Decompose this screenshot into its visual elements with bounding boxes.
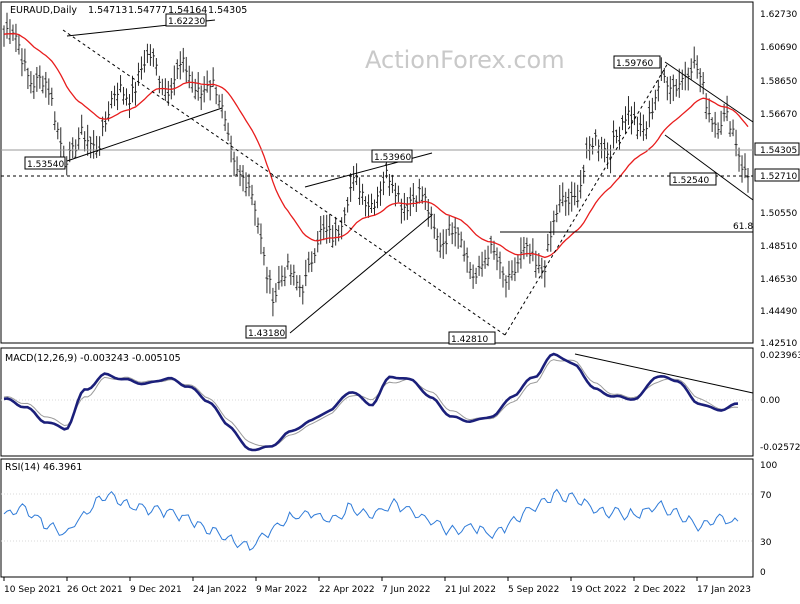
rsi-tick-70: 70: [760, 491, 772, 501]
label-1-53540: 1.53540: [24, 156, 66, 170]
label-1-42810: 1.42810: [448, 331, 496, 345]
svg-text:1.62230: 1.62230: [168, 17, 205, 27]
label-1-43180: 1.43180: [245, 325, 287, 339]
ohlc-high: 1.54777: [128, 5, 167, 16]
y-tick-support: 1.52710: [760, 172, 797, 182]
x-tick-label: 10 Sep 2021: [4, 585, 61, 595]
macd-signal-line: [3, 359, 739, 447]
trendline-top-2023: [664, 61, 754, 123]
svg-text:1.53540: 1.53540: [27, 160, 64, 170]
support-price-tag: [754, 168, 800, 182]
y-tick-11: 1.42510: [760, 339, 797, 349]
x-tick-label: 9 Mar 2022: [256, 585, 307, 595]
svg-text:1.52540: 1.52540: [672, 176, 709, 186]
svg-text:1.59760: 1.59760: [616, 59, 653, 69]
y-tick-2: 1.60690: [760, 43, 797, 53]
price-title: EURAUD,Daily: [10, 5, 77, 16]
macd-panel: MACD(12,26,9) -0.003243 -0.005105 0.0239…: [0, 347, 800, 457]
watermark: ActionForex.com: [365, 46, 565, 74]
x-tick-label: 22 Apr 2022: [319, 585, 375, 595]
x-axis: 10 Sep 2021 26 Oct 2021 9 Dec 2021 24 Jan 2…: [3, 577, 751, 595]
rsi-panel: RSI(14) 46.3961 100 70 30 0: [0, 458, 777, 578]
macd-tick-top: 0.023963: [760, 351, 800, 361]
trendline-bottom-2023: [664, 134, 754, 201]
rsi-line: [3, 488, 739, 551]
fib-label: 61.8: [733, 222, 753, 232]
rsi-tick-0: 0: [760, 568, 766, 578]
x-tick-label: 19 Oct 2022: [571, 585, 627, 595]
x-tick-label: 5 Sep 2022: [508, 585, 559, 595]
rsi-tick-100: 100: [760, 461, 777, 471]
label-1-59760: 1.59760: [613, 55, 661, 69]
x-tick-label: 24 Jan 2022: [193, 585, 247, 595]
ohlc-open: 1.54713: [88, 5, 127, 16]
price-panel: EURAUD,Daily 1.54713 1.54777 1.54164 1.5…: [0, 1, 754, 345]
svg-text:1.53960: 1.53960: [374, 153, 411, 163]
macd-tick-bottom: -0.025726: [760, 443, 800, 453]
macd-trendline: [574, 353, 754, 394]
x-tick-label: 9 Dec 2021: [130, 585, 182, 595]
y-tick-10: 1.44490: [760, 307, 797, 317]
x-tick-label: 7 Jun 2022: [382, 585, 430, 595]
y-tick-current: 1.54305: [760, 146, 797, 156]
trendline-bottom-2021: [66, 107, 223, 162]
current-price-tag: [754, 142, 800, 156]
y-tick-3: 1.58650: [760, 77, 797, 87]
y-tick-8: 1.48510: [760, 242, 797, 252]
macd-panel-frame: [0, 347, 754, 457]
rsi-panel-frame: [0, 458, 754, 578]
price-panel-frame: [0, 1, 754, 344]
ohlc-close: 1.54305: [208, 5, 247, 16]
price-bars: [2, 12, 750, 317]
label-1-53960: 1.53960: [371, 149, 413, 163]
trendline-dashed-up: [504, 62, 669, 336]
ohlc-low: 1.54164: [168, 5, 207, 16]
y-tick-4: 1.56670: [760, 110, 797, 120]
x-tick-label: 21 Jul 2022: [445, 585, 496, 595]
macd-tick-zero: 0.00: [760, 396, 780, 406]
macd-line: [3, 352, 739, 452]
svg-text:1.43180: 1.43180: [248, 329, 285, 339]
moving-average-line: [3, 33, 749, 259]
y-tick-9: 1.46530: [760, 275, 797, 285]
svg-text:1.42810: 1.42810: [451, 335, 488, 345]
label-1-52540: 1.52540: [669, 172, 717, 186]
x-tick-label: 26 Oct 2021: [67, 585, 123, 595]
trendline-bottom-2022: [289, 214, 433, 334]
price-axis: 1.62730 1.60690 1.58650 1.56670 1.54305 …: [754, 10, 800, 349]
rsi-tick-30: 30: [760, 538, 772, 548]
y-tick-1: 1.62730: [760, 10, 797, 20]
label-1-62230: 1.62230: [165, 13, 207, 27]
rsi-title: RSI(14) 46.3961: [5, 462, 82, 473]
x-tick-label: 2 Dec 2022: [634, 585, 686, 595]
y-tick-7: 1.50550: [760, 209, 797, 219]
x-tick-label: 17 Jan 2023: [697, 585, 751, 595]
macd-title: MACD(12,26,9) -0.003243 -0.005105: [5, 353, 181, 364]
